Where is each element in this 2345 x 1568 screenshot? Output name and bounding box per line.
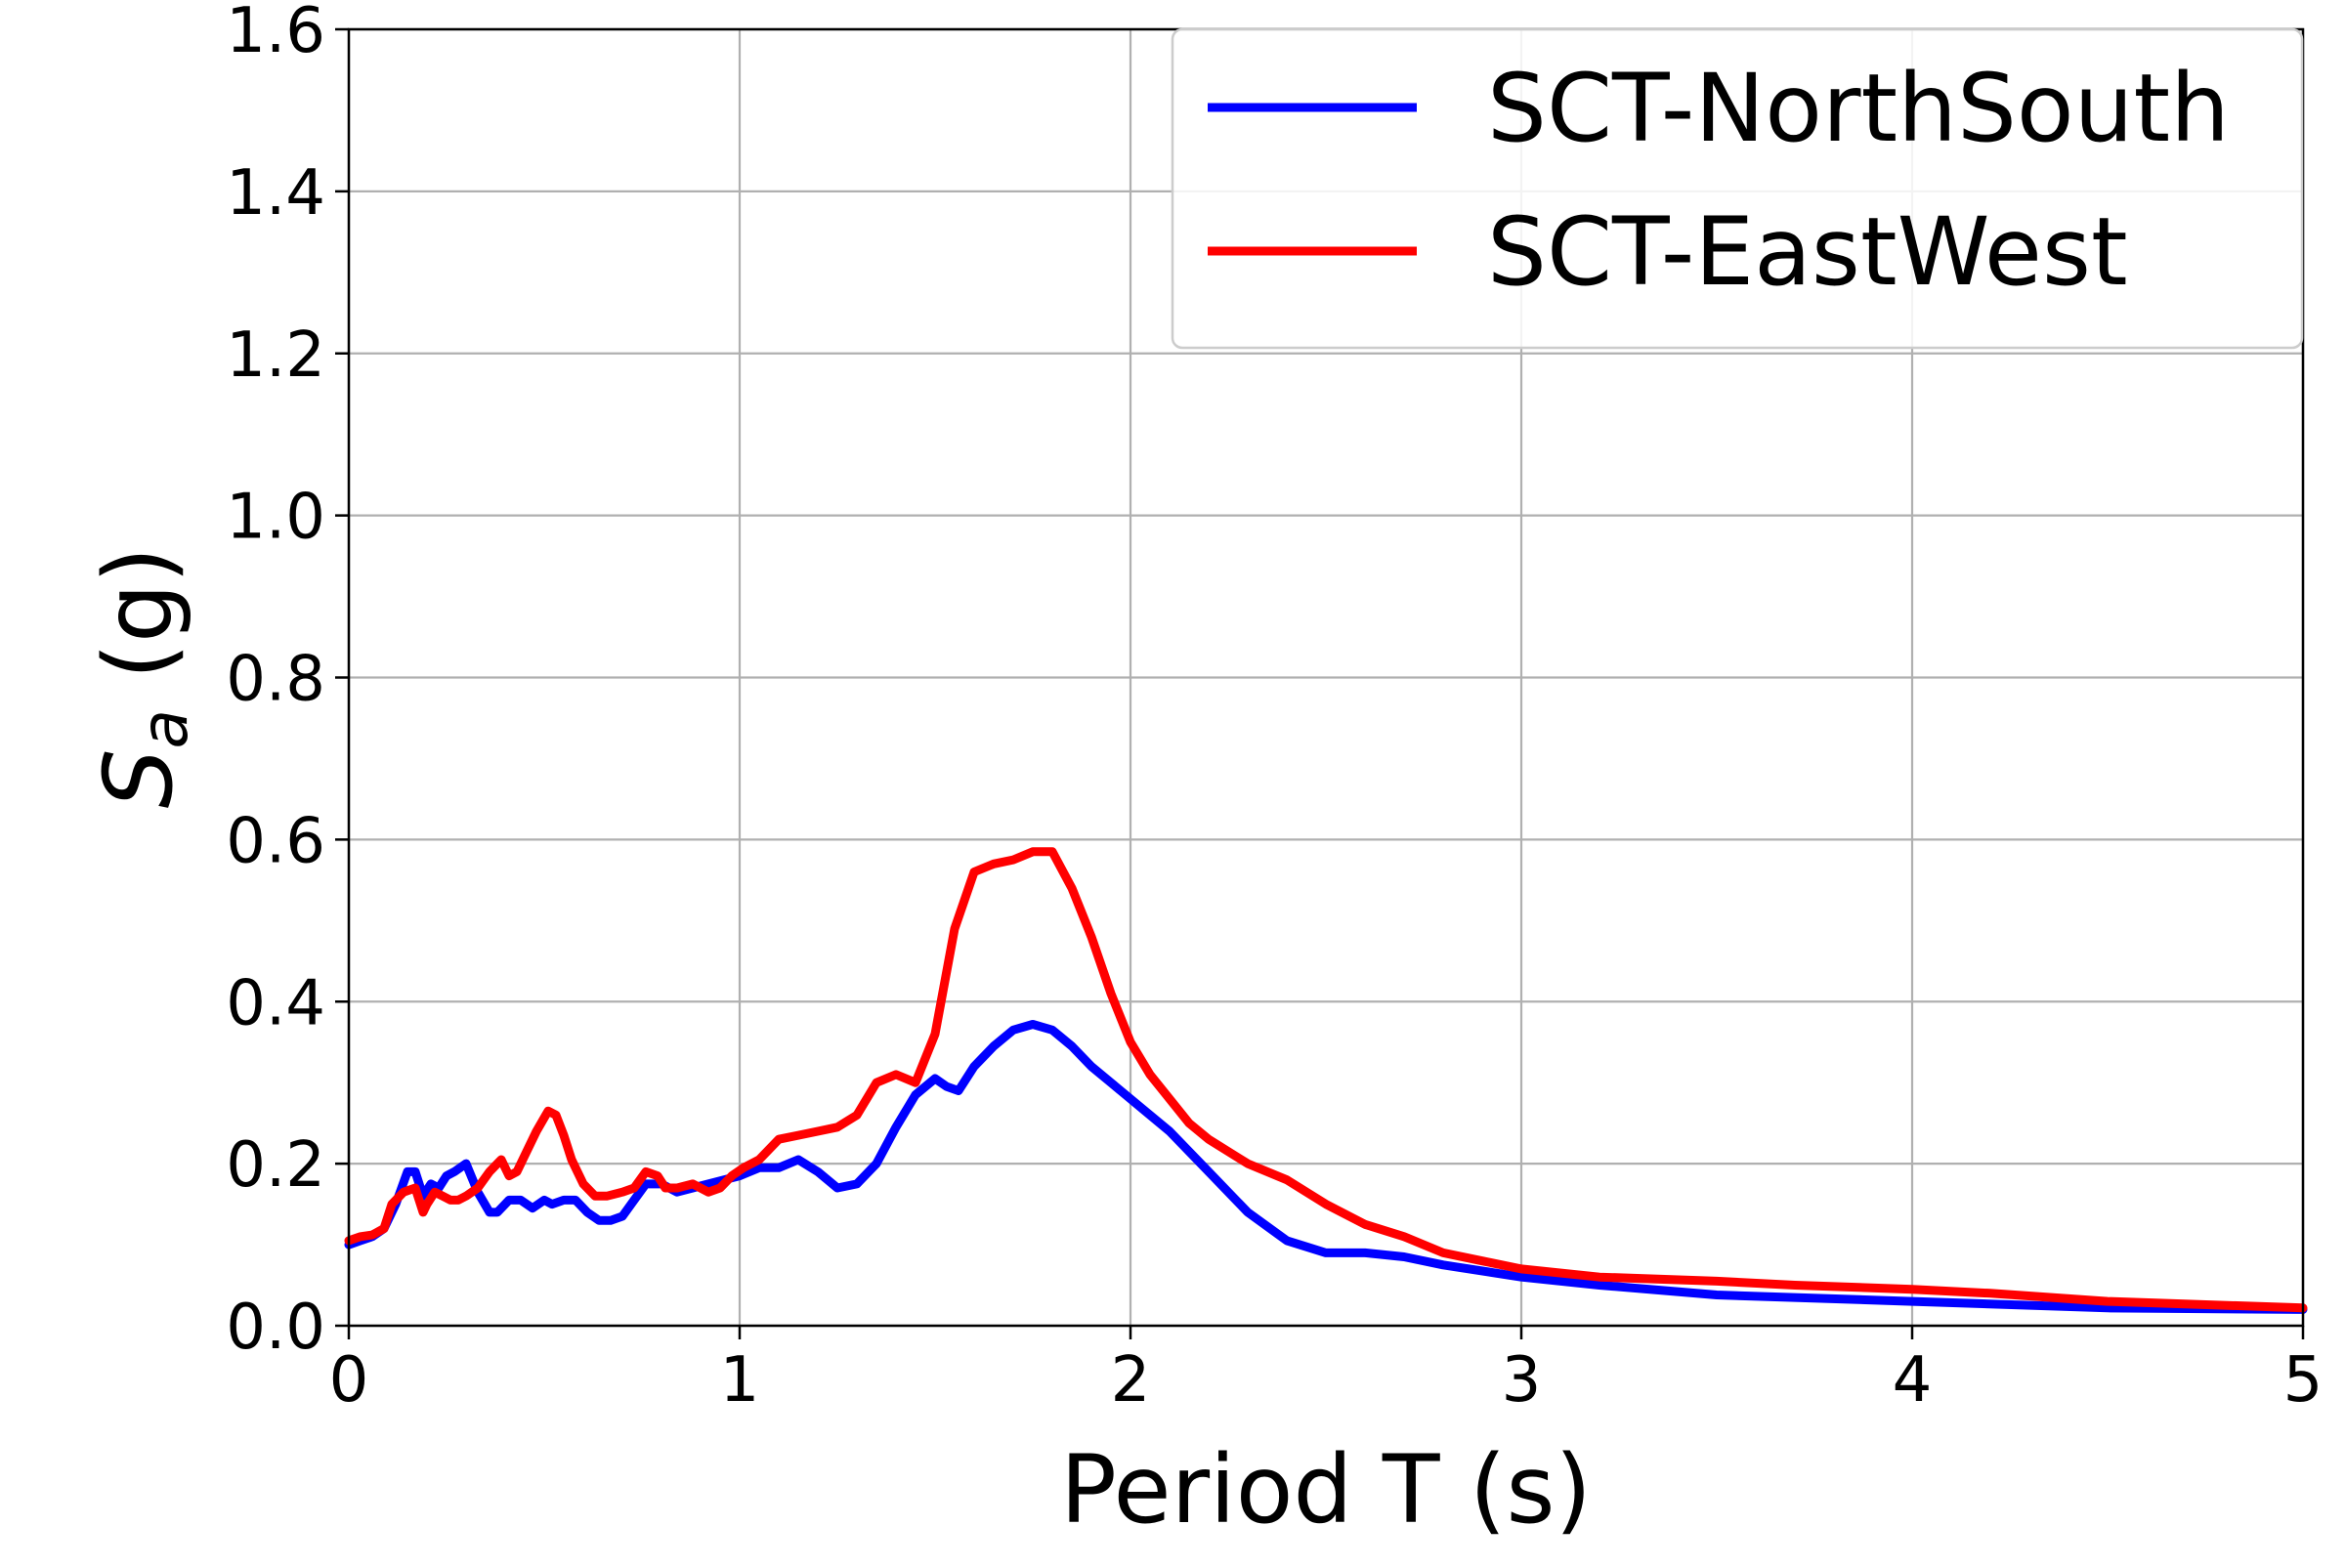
y-axis-title-subscript: a xyxy=(127,709,202,748)
x-axis-title: Period T (s) xyxy=(1060,1435,1592,1545)
x-tick-label: 5 xyxy=(2283,1344,2324,1417)
x-tick-label: 2 xyxy=(1111,1344,1151,1417)
legend-label-sct-northsouth: SCT-NorthSouth xyxy=(1487,54,2230,163)
legend-box xyxy=(1171,27,2304,350)
y-tick-label: 0.4 xyxy=(226,967,325,1039)
y-tick-label: 1.4 xyxy=(226,157,325,230)
x-tick-label: 0 xyxy=(329,1344,369,1417)
y-axis-title-main: S xyxy=(84,748,193,808)
y-tick-label: 0.2 xyxy=(226,1129,325,1202)
y-tick-label: 0.6 xyxy=(226,805,325,877)
x-tick-label: 3 xyxy=(1502,1344,1542,1417)
y-tick-label: 1.2 xyxy=(226,319,325,392)
legend: SCT-NorthSouth SCT-EastWest xyxy=(1171,27,2304,350)
y-tick-label: 0.8 xyxy=(226,644,325,716)
y-axis-title: Sa (g) xyxy=(84,547,202,809)
y-axis-title-unit: (g) xyxy=(84,547,193,709)
legend-label-sct-eastwest: SCT-EastWest xyxy=(1487,197,2128,307)
series-line-sct-northsouth xyxy=(344,1020,2308,1314)
series-line-sct-eastwest xyxy=(344,847,2308,1313)
ticks: 0 1 2 3 4 5 0.0 0.2 0.4 0.6 0.8 1.0 1.2 1.4 1.6 xyxy=(226,0,2323,1417)
series-layer xyxy=(344,847,2308,1314)
y-tick-label: 0.0 xyxy=(226,1292,325,1364)
y-tick-label: 1.0 xyxy=(226,482,325,554)
y-tick-label: 1.6 xyxy=(226,0,325,67)
x-tick-label: 4 xyxy=(1893,1344,1933,1417)
x-tick-label: 1 xyxy=(720,1344,760,1417)
